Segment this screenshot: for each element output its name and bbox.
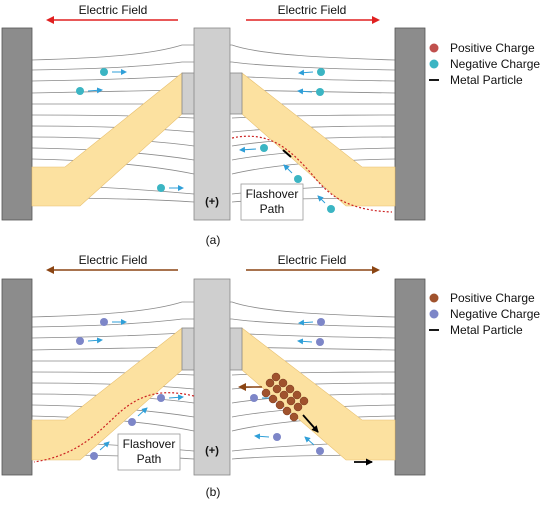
right-electrode-a: [394, 27, 426, 221]
svg-text:Path: Path: [260, 202, 285, 216]
svg-text:Negative Charge: Negative Charge: [450, 307, 540, 321]
panel-a: (+) Electric Field Electric Field Flasho…: [1, 3, 540, 247]
svg-text:Positive Charge: Positive Charge: [450, 41, 535, 55]
negative-charges-a: [76, 68, 335, 213]
center-polarity-a: (+): [205, 196, 219, 208]
svg-text:Positive Charge: Positive Charge: [450, 291, 535, 305]
panel-b: (+) Electric Field Electric Field Flasho…: [1, 253, 540, 499]
metal-particle-a: [282, 149, 292, 158]
right-electrode-b: [394, 278, 426, 476]
svg-text:Metal Particle: Metal Particle: [450, 323, 523, 337]
svg-text:Path: Path: [137, 452, 162, 466]
caption-a: (a): [206, 233, 221, 247]
svg-text:Negative Charge: Negative Charge: [450, 57, 540, 71]
field-label-right-b: Electric Field: [278, 253, 347, 267]
field-label-left-b: Electric Field: [79, 253, 148, 267]
flashover-label-b: Flashover Path: [117, 433, 181, 471]
field-label-left-a: Electric Field: [79, 3, 148, 17]
center-conductor-b: [193, 278, 231, 476]
flashover-label-a: Flashover Path: [240, 183, 304, 221]
left-electrode-b: [1, 278, 33, 476]
legend-b: Positive Charge Negative Charge Metal Pa…: [429, 291, 540, 337]
flashover-path-a: [231, 135, 393, 213]
center-polarity-b: (+): [205, 445, 219, 457]
legend-a: Positive Charge Negative Charge Metal Pa…: [429, 41, 540, 87]
flashover-path-b: [33, 392, 195, 463]
svg-text:Metal Particle: Metal Particle: [450, 73, 523, 87]
left-electrode-a: [1, 27, 33, 221]
caption-b: (b): [206, 485, 221, 499]
field-label-right-a: Electric Field: [278, 3, 347, 17]
center-conductor-a: [193, 27, 231, 221]
svg-text:Flashover: Flashover: [123, 437, 176, 451]
positive-charge-cluster-b: [261, 372, 309, 422]
svg-text:Flashover: Flashover: [246, 187, 299, 201]
metal-particle-b: [302, 414, 319, 433]
